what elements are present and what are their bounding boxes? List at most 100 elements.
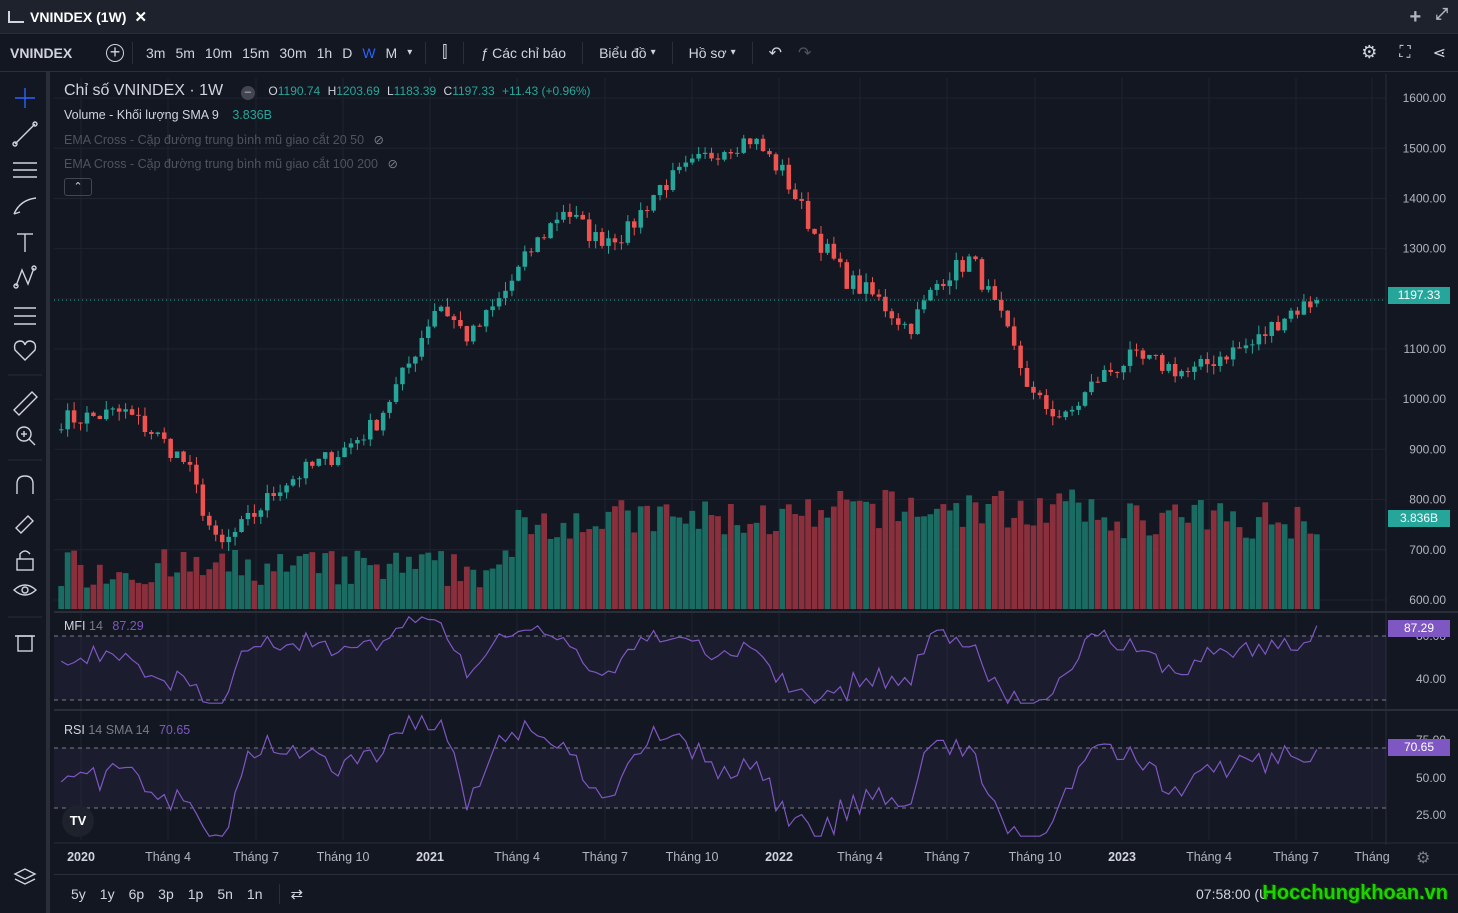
redo-icon[interactable]: ↷ [798,44,812,62]
candle-body [844,262,850,289]
candle-body [1031,386,1036,393]
share-icon[interactable]: ⋖ [1432,44,1446,62]
volume-bar [412,568,419,609]
candle-body [361,439,367,441]
volume-bar [251,580,258,609]
candle-body [213,525,219,535]
volume-bar [418,554,425,609]
compare-add-icon[interactable]: + [106,43,124,62]
rsi-band [54,748,1386,808]
volume-bar [64,552,71,609]
collapse-legend-icon[interactable]: – [240,86,255,100]
candle-body [374,419,379,431]
tf-d[interactable]: D [342,44,353,61]
axis-settings-gear-icon[interactable]: ⚙ [1416,850,1431,867]
candle-body [792,189,798,200]
tradingview-logo[interactable]: TV [62,805,94,837]
volume-bar [502,550,509,609]
volume-bar [972,502,979,609]
chevron-down-icon[interactable]: ▾ [407,47,413,58]
chart-icon [8,10,24,23]
eye-hidden-icon[interactable]: ⊘ [387,157,398,171]
tf-3m[interactable]: 3m [146,44,166,61]
tf-m[interactable]: M [385,44,398,61]
profile-button[interactable]: Hồ sơ ▾ [689,45,736,61]
candle-body [1056,416,1062,418]
range-1n[interactable]: 1n [246,886,263,902]
candle-body [599,232,605,246]
range-5y[interactable]: 5y [71,886,86,902]
collapse-indicators-icon[interactable]: ⌃ [64,178,92,196]
volume-bar [180,552,187,609]
fullscreen-icon[interactable]: ⛶ [1399,43,1411,61]
volume-bar [779,508,786,609]
volume-bar [1146,535,1153,609]
candle-body [1250,344,1255,346]
candle-body [490,306,495,311]
volume-bar [579,532,586,609]
volume-bar [734,525,741,609]
ema1-label: EMA Cross - Cặp đường trung bình mũ giao… [64,133,365,147]
drawing-tools-icons [8,88,42,885]
range-6p[interactable]: 6p [128,886,145,902]
candle-body [161,432,167,439]
volume-bar [309,552,316,609]
bottom-toolbar: 5y 1y 6p 3p 1p 5n 1n ⇄ 07:58:00 (U [54,874,1458,913]
mfi-pane [54,615,1386,705]
range-3p[interactable]: 3p [158,886,174,902]
volume-bar [431,560,438,609]
undo-icon[interactable]: ↶ [768,44,783,62]
tf-w[interactable]: W [362,44,376,61]
maximize-icon[interactable]: ⤢ [1435,6,1448,23]
volume-bar [386,563,393,609]
symbol-search[interactable]: VNINDEX [10,44,73,61]
volume-bar [856,500,863,609]
tf-15m[interactable]: 15m [242,44,270,61]
mfi-legend[interactable]: MFI 14 87.29 [64,619,144,633]
volume-bar [830,506,837,609]
volume-bar [837,490,844,609]
ema-cross-2-legend[interactable]: EMA Cross - Cặp đường trung bình mũ giao… [64,156,398,171]
candle-body [818,233,824,253]
volume-bar [670,516,676,609]
candle-body [1308,301,1313,308]
chart-menu-button[interactable]: Biểu đồ ▾ [599,45,656,61]
tf-10m[interactable]: 10m [204,44,233,61]
volume-bar [541,513,548,609]
candle-body [1076,405,1081,410]
volume-bar [1094,519,1101,609]
price-axis-label: 900.00 [1409,442,1446,456]
candle-body [290,479,296,486]
candle-body [174,451,180,458]
tf-1h[interactable]: 1h [316,44,333,61]
settings-gear-icon[interactable]: ⚙ [1361,42,1378,62]
candle-style-icon[interactable]: ⫿ [442,43,448,61]
rsi-label: RSI [64,723,85,737]
candle-body [483,310,489,327]
price-axis-label: 1100.00 [1404,342,1447,356]
volume-bar [631,532,638,609]
tf-5m[interactable]: 5m [175,44,195,61]
volume-bar [966,495,972,609]
volume-bar [1004,527,1011,609]
candle-body [1044,395,1049,409]
tf-30m[interactable]: 30m [279,44,307,61]
rsi-legend[interactable]: RSI 14 SMA 14 70.65 [64,723,190,737]
add-icon[interactable]: + [1409,6,1422,28]
indicators-button[interactable]: ƒ Các chỉ báo [480,45,566,61]
candle-body [1224,356,1229,360]
eye-hidden-icon[interactable]: ⊘ [373,133,385,147]
volume-bar [148,582,155,609]
volume-bar [805,499,812,609]
rsi-line [60,714,1318,837]
goto-date-icon[interactable]: ⇄ [290,886,304,903]
close-tab-icon[interactable]: ✕ [134,8,148,26]
range-1y[interactable]: 1y [99,886,115,902]
ema-cross-1-legend[interactable]: EMA Cross - Cặp đường trung bình mũ giao… [64,132,384,147]
range-5n[interactable]: 5n [217,886,233,902]
high-value: 1203.69 [336,84,380,98]
volume-legend[interactable]: Volume - Khối lượng SMA 9 3.836B [64,108,272,122]
time-axis-label: Tháng 7 [924,850,970,864]
candle-body [232,532,238,537]
range-1p[interactable]: 1p [187,886,204,902]
